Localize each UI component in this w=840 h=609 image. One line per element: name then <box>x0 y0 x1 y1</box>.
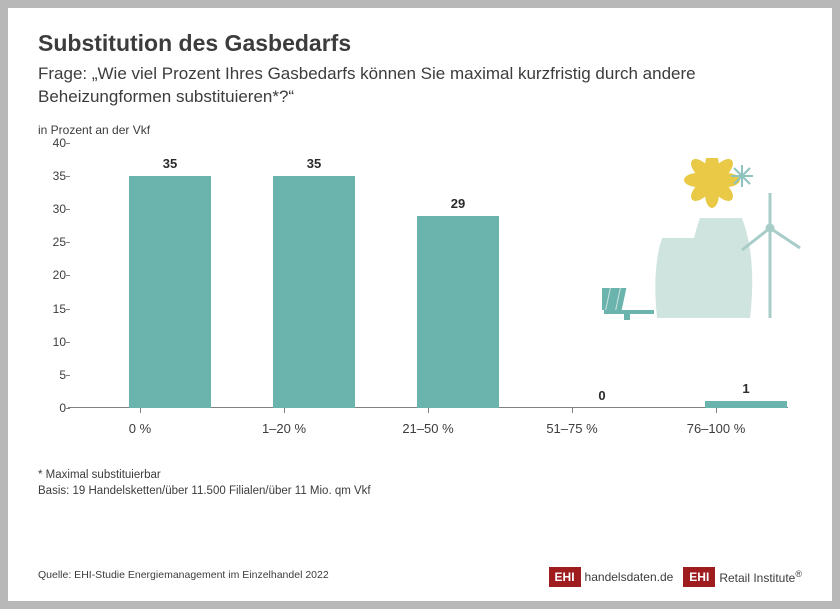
bar-value-label: 35 <box>273 156 355 171</box>
bar-slot: 35 <box>98 143 242 408</box>
footnote: * Maximal substituierbar Basis: 19 Hande… <box>38 467 802 499</box>
bar: 35 <box>273 176 355 408</box>
logo-handelsdaten: EHI handelsdaten.de <box>549 567 674 587</box>
ytick-label: 10 <box>38 335 66 349</box>
bar-value-label: 29 <box>417 196 499 211</box>
ehi-badge: EHI <box>549 567 581 587</box>
ytick-label: 5 <box>38 368 66 382</box>
bar-slot: 1 <box>674 143 818 408</box>
bar-value-label: 1 <box>705 381 787 396</box>
chart-subtitle: Frage: „Wie viel Prozent Ihres Gasbedarf… <box>38 63 802 109</box>
bar: 1 <box>705 401 787 408</box>
logo-retail-institute: EHI Retail Institute® <box>683 567 802 587</box>
source-line: Quelle: EHI-Studie Energiemanagement im … <box>38 569 329 581</box>
bar-slot: 35 <box>242 143 386 408</box>
logos: EHI handelsdaten.de EHI Retail Institute… <box>549 567 802 587</box>
bar-slot: 0 <box>530 143 674 408</box>
bars-container: 35 35 29 0 1 <box>98 143 818 408</box>
xlabel: 76–100 % <box>644 413 788 443</box>
ytick-label: 20 <box>38 268 66 282</box>
xlabel: 51–75 % <box>500 413 644 443</box>
ytick-label: 35 <box>38 169 66 183</box>
ytick-label: 30 <box>38 202 66 216</box>
xlabel: 21–50 % <box>356 413 500 443</box>
logo-text: Retail Institute® <box>719 569 802 585</box>
ytick-mark <box>66 408 70 409</box>
logo-text: handelsdaten.de <box>585 570 674 584</box>
chart-title: Substitution des Gasbedarfs <box>38 30 802 57</box>
ytick-label: 15 <box>38 302 66 316</box>
footnote-line: Basis: 19 Handelsketten/über 11.500 Fili… <box>38 483 802 499</box>
bar-slot: 29 <box>386 143 530 408</box>
ytick-label: 40 <box>38 136 66 150</box>
plot-region: 35 35 29 0 1 <box>68 143 788 408</box>
yaxis-label: in Prozent an der Vkf <box>38 123 802 137</box>
ehi-badge: EHI <box>683 567 715 587</box>
xlabel: 1–20 % <box>212 413 356 443</box>
footnote-line: * Maximal substituierbar <box>38 467 802 483</box>
xlabels: 0 %1–20 %21–50 %51–75 %76–100 % <box>68 413 788 443</box>
bar: 29 <box>417 216 499 408</box>
ytick-label: 0 <box>38 401 66 415</box>
bar: 35 <box>129 176 211 408</box>
bar-value-label: 35 <box>129 156 211 171</box>
chart-card: Substitution des Gasbedarfs Frage: „Wie … <box>0 0 840 609</box>
ytick-label: 25 <box>38 235 66 249</box>
chart-area: 0510152025303540 35352901 0 %1–20 %21–50… <box>38 143 798 443</box>
xlabel: 0 % <box>68 413 212 443</box>
bar-value-label: 0 <box>561 388 643 403</box>
